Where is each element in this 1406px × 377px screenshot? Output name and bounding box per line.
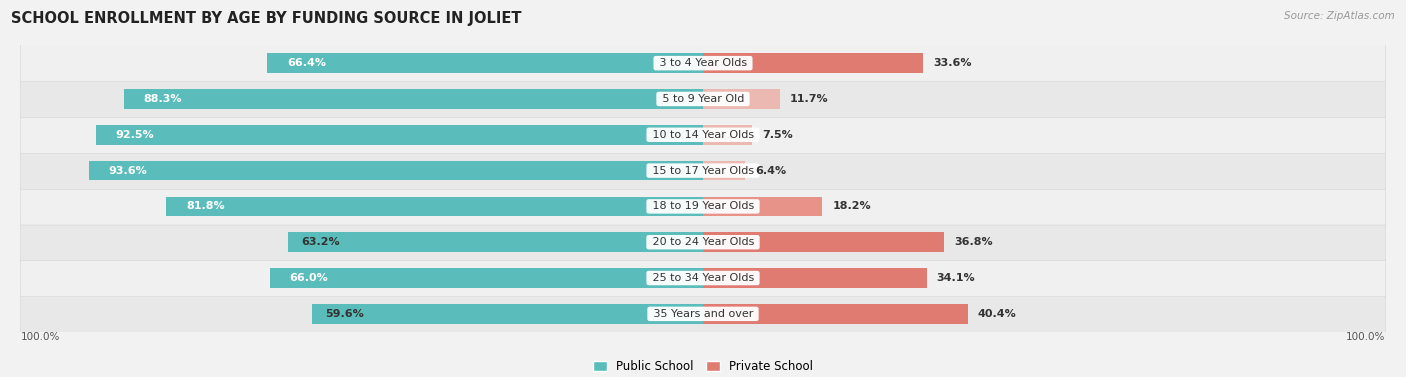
Bar: [703, 232, 945, 252]
Bar: [703, 89, 780, 109]
Text: 81.8%: 81.8%: [186, 201, 225, 211]
Text: 5 to 9 Year Old: 5 to 9 Year Old: [658, 94, 748, 104]
FancyBboxPatch shape: [21, 259, 1385, 297]
Text: 66.4%: 66.4%: [287, 58, 326, 68]
Bar: [703, 53, 924, 73]
Text: 18 to 19 Year Olds: 18 to 19 Year Olds: [648, 201, 758, 211]
Text: Source: ZipAtlas.com: Source: ZipAtlas.com: [1284, 11, 1395, 21]
Bar: [267, 53, 703, 73]
Text: 25 to 34 Year Olds: 25 to 34 Year Olds: [648, 273, 758, 283]
Text: 100.0%: 100.0%: [1346, 333, 1385, 342]
Legend: Public School, Private School: Public School, Private School: [588, 355, 818, 377]
Bar: [312, 304, 703, 324]
Text: 33.6%: 33.6%: [934, 58, 972, 68]
Text: 36.8%: 36.8%: [955, 237, 993, 247]
FancyBboxPatch shape: [21, 44, 1385, 82]
Bar: [89, 161, 703, 181]
FancyBboxPatch shape: [21, 224, 1385, 261]
Text: 34.1%: 34.1%: [936, 273, 976, 283]
Text: 35 Years and over: 35 Years and over: [650, 309, 756, 319]
Bar: [124, 89, 703, 109]
Text: 20 to 24 Year Olds: 20 to 24 Year Olds: [648, 237, 758, 247]
Text: 15 to 17 Year Olds: 15 to 17 Year Olds: [648, 166, 758, 176]
Bar: [96, 125, 703, 145]
Text: 100.0%: 100.0%: [21, 333, 60, 342]
Text: 63.2%: 63.2%: [301, 237, 340, 247]
Bar: [703, 196, 823, 216]
Bar: [703, 161, 745, 181]
Text: 6.4%: 6.4%: [755, 166, 786, 176]
FancyBboxPatch shape: [21, 80, 1385, 118]
Text: SCHOOL ENROLLMENT BY AGE BY FUNDING SOURCE IN JOLIET: SCHOOL ENROLLMENT BY AGE BY FUNDING SOUR…: [11, 11, 522, 26]
Text: 59.6%: 59.6%: [325, 309, 364, 319]
Text: 18.2%: 18.2%: [832, 201, 870, 211]
Text: 10 to 14 Year Olds: 10 to 14 Year Olds: [648, 130, 758, 140]
FancyBboxPatch shape: [21, 188, 1385, 225]
Text: 3 to 4 Year Olds: 3 to 4 Year Olds: [655, 58, 751, 68]
FancyBboxPatch shape: [21, 116, 1385, 153]
Bar: [703, 268, 927, 288]
Text: 7.5%: 7.5%: [762, 130, 793, 140]
Bar: [270, 268, 703, 288]
Bar: [288, 232, 703, 252]
Text: 40.4%: 40.4%: [979, 309, 1017, 319]
Text: 11.7%: 11.7%: [790, 94, 828, 104]
FancyBboxPatch shape: [21, 152, 1385, 189]
Text: 93.6%: 93.6%: [108, 166, 148, 176]
Text: 66.0%: 66.0%: [290, 273, 329, 283]
Text: 92.5%: 92.5%: [115, 130, 155, 140]
Bar: [166, 196, 703, 216]
FancyBboxPatch shape: [21, 295, 1385, 333]
Text: 88.3%: 88.3%: [143, 94, 181, 104]
Bar: [703, 125, 752, 145]
Bar: [703, 304, 969, 324]
